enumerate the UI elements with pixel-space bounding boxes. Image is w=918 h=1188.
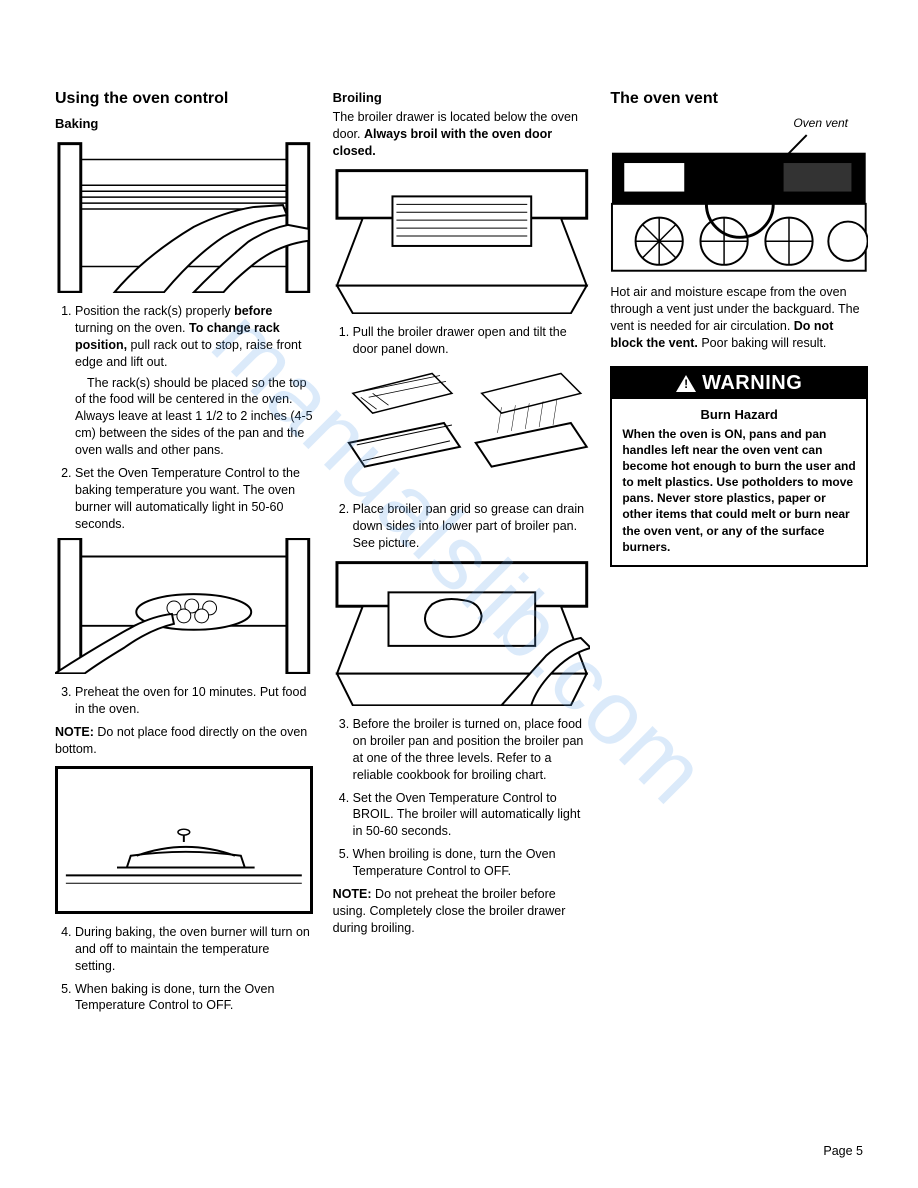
note-label: NOTE: [55, 725, 94, 739]
heading-oven-control: Using the oven control [55, 90, 313, 108]
baking-steps-3: Preheat the oven for 10 minutes. Put foo… [55, 684, 313, 718]
baking-steps-4-5: During baking, the oven burner will turn… [55, 924, 313, 1014]
baking-step-5: When baking is done, turn the Oven Tempe… [75, 981, 313, 1015]
warning-title: WARNING [702, 372, 802, 395]
text-bold: before [234, 304, 272, 318]
baking-step-4: During baking, the oven burner will turn… [75, 924, 313, 975]
broiling-note: NOTE: Do not preheat the broiler before … [333, 886, 591, 937]
illus-baking-racks [55, 137, 313, 293]
warning-triangle-icon [676, 375, 696, 392]
broiling-steps-3-5: Before the broiler is turned on, place f… [333, 716, 591, 880]
text: Poor baking will result. [698, 336, 827, 350]
text: Position the rack(s) properly [75, 304, 234, 318]
illus-broiler-drawer [333, 166, 591, 314]
note-label: NOTE: [333, 887, 372, 901]
broiling-steps-1: Pull the broiler drawer open and tilt th… [333, 324, 591, 358]
broiling-step-2: Place broiler pan grid so grease can dra… [353, 501, 591, 552]
baking-note: NOTE: Do not place food directly on the … [55, 724, 313, 758]
vent-label: Oven vent [793, 116, 848, 130]
warning-body: Burn Hazard When the oven is ON, pans an… [612, 399, 866, 566]
illus-broiler-pan-grid [333, 363, 591, 491]
illus-oven-vent [610, 116, 868, 274]
illus-baking-food [55, 538, 313, 674]
warning-box: WARNING Burn Hazard When the oven is ON,… [610, 366, 868, 568]
broiling-step-3: Before the broiler is turned on, place f… [353, 716, 591, 784]
column-1: Using the oven control Baking [55, 90, 313, 1020]
page-columns: Using the oven control Baking [55, 90, 868, 1020]
broiling-intro: The broiler drawer is located below the … [333, 109, 591, 160]
illus-broiler-food [333, 558, 591, 706]
column-3: The oven vent Oven vent [610, 90, 868, 1020]
heading-oven-vent: The oven vent [610, 90, 868, 108]
text-bold: Always broil with the oven door closed. [333, 127, 553, 158]
subheading-broiling: Broiling [333, 90, 591, 105]
illus-oven-bottom [55, 766, 313, 914]
baking-steps-1-2: Position the rack(s) properly before tur… [55, 303, 313, 532]
text: turning on the oven. [75, 321, 189, 335]
page-number: Page 5 [823, 1144, 863, 1158]
broiling-step-5: When broiling is done, turn the Oven Tem… [353, 846, 591, 880]
warning-header: WARNING [612, 368, 866, 399]
baking-step-3: Preheat the oven for 10 minutes. Put foo… [75, 684, 313, 718]
vent-illustration-wrap: Oven vent [610, 116, 868, 274]
baking-step-1-para2: The rack(s) should be placed so the top … [75, 375, 313, 459]
warning-hazard: Burn Hazard [622, 407, 856, 422]
broiling-step-4: Set the Oven Temperature Control to BROI… [353, 790, 591, 841]
baking-step-2: Set the Oven Temperature Control to the … [75, 465, 313, 533]
subheading-baking: Baking [55, 116, 313, 131]
warning-text: When the oven is ON, pans and pan handle… [622, 426, 856, 556]
baking-step-1: Position the rack(s) properly before tur… [75, 303, 313, 459]
column-2: Broiling The broiler drawer is located b… [333, 90, 591, 1020]
broiling-step-1: Pull the broiler drawer open and tilt th… [353, 324, 591, 358]
vent-text: Hot air and moisture escape from the ove… [610, 284, 868, 352]
broiling-steps-2: Place broiler pan grid so grease can dra… [333, 501, 591, 552]
